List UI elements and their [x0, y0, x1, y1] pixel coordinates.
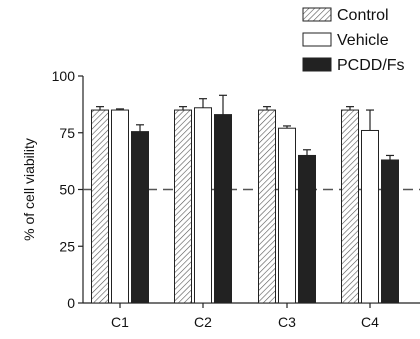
- y-tick-label: 100: [52, 68, 76, 84]
- bar-pcdd-fs-c3: [298, 154, 316, 304]
- axis-labels-group: 0 25 50 75 100 % of cell viability C1 C2 C3 C4: [21, 68, 379, 330]
- y-tick-label: 0: [67, 295, 75, 311]
- bar-pcdd-fs-c1: [131, 131, 149, 304]
- error-bars-group: [96, 94, 394, 160]
- bar-pcdd-fs-c4: [381, 159, 399, 304]
- legend-swatch-vehicle: [302, 32, 332, 47]
- bar-control-c4: [341, 109, 359, 304]
- legend-label: Control: [337, 7, 389, 24]
- bar-vehicle-c2: [194, 107, 212, 304]
- legend: Control Vehicle PCDD/Fs: [302, 7, 405, 74]
- bar-vehicle-c4: [361, 129, 379, 304]
- legend-swatch-control: [302, 7, 332, 22]
- x-tick-label: C3: [278, 314, 296, 330]
- bar-vehicle-c1: [111, 109, 129, 304]
- y-axis-label: % of cell viability: [21, 138, 37, 241]
- x-tick-label: C4: [361, 314, 379, 330]
- legend-label: PCDD/Fs: [337, 57, 405, 74]
- legend-swatch-pcdd-fs: [302, 57, 332, 72]
- legend-label: Vehicle: [337, 32, 389, 49]
- bar-control-c2: [174, 109, 192, 304]
- bar-pcdd-fs-c2: [214, 114, 232, 304]
- y-tick-label: 25: [59, 238, 75, 254]
- y-tick-label: 75: [59, 125, 75, 141]
- bar-vehicle-c3: [278, 127, 296, 304]
- x-tick-label: C1: [111, 314, 129, 330]
- bar-control-c1: [91, 109, 109, 304]
- x-tick-label: C2: [194, 314, 212, 330]
- bar-control-c3: [258, 109, 276, 304]
- bars-group: [91, 107, 399, 304]
- y-tick-label: 50: [59, 182, 75, 198]
